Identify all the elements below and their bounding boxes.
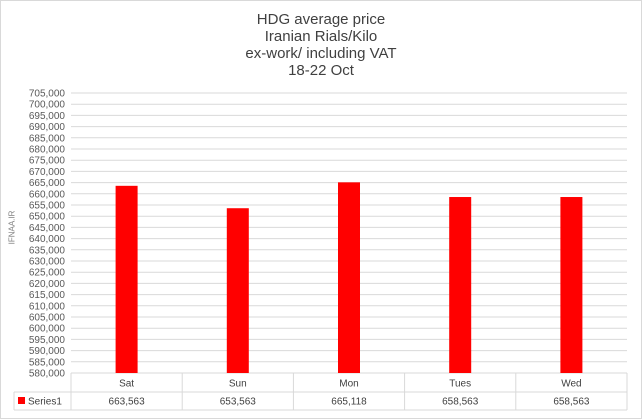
y-tick-label: 655,000: [29, 201, 66, 212]
data-table-value: 658,563: [553, 397, 590, 408]
y-tick-label: 585,000: [29, 357, 66, 368]
x-category-label: Sun: [229, 379, 247, 390]
y-tick-label: 620,000: [29, 279, 66, 290]
y-tick-label: 665,000: [29, 178, 66, 189]
y-tick-label: 610,000: [29, 301, 66, 312]
chart-title-line-1: HDG average price: [256, 11, 386, 28]
data-table-value: 658,563: [442, 397, 479, 408]
x-category-label: Sat: [119, 379, 134, 390]
data-table-value: 663,563: [109, 397, 146, 408]
x-category-label: Wed: [561, 379, 581, 390]
y-tick-label: 695,000: [29, 111, 66, 122]
y-tick-label: 595,000: [29, 335, 66, 346]
bar: [449, 197, 472, 373]
y-tick-label: 645,000: [29, 223, 66, 234]
chart-title-line-4: 18-22 Oct: [288, 62, 354, 79]
y-tick-label: 605,000: [29, 313, 66, 324]
y-tick-label: 650,000: [29, 212, 66, 223]
bar: [115, 185, 138, 373]
y-tick-label: 580,000: [29, 369, 66, 380]
bar: [226, 208, 249, 373]
y-tick-label: 685,000: [29, 133, 66, 144]
y-tick-label: 615,000: [29, 290, 66, 301]
y-tick-label: 640,000: [29, 234, 66, 245]
x-category-label: Mon: [339, 379, 358, 390]
legend-key: [18, 397, 25, 404]
bar: [338, 182, 360, 373]
data-table-value: 653,563: [220, 397, 257, 408]
data-table-value: 665,118: [331, 397, 367, 408]
legend-series-label: Series1: [28, 397, 62, 408]
y-tick-label: 680,000: [29, 145, 66, 156]
y-tick-label: 675,000: [29, 156, 66, 167]
y-tick-label: 635,000: [29, 245, 66, 256]
x-category-label: Tues: [449, 379, 471, 390]
y-tick-label: 670,000: [29, 167, 66, 178]
y-tick-label: 630,000: [29, 257, 66, 268]
y-tick-label: 625,000: [29, 268, 66, 279]
chart-title-line-3: ex-work/ including VAT: [245, 45, 397, 62]
y-tick-label: 600,000: [29, 324, 66, 335]
y-tick-label: 690,000: [29, 122, 66, 133]
chart-title-line-2: Iranian Rials/Kilo: [264, 28, 378, 45]
bar: [560, 197, 583, 373]
y-tick-label: 590,000: [29, 346, 66, 357]
y-tick-label: 660,000: [29, 189, 66, 200]
y-tick-label: 705,000: [29, 89, 66, 100]
y-tick-label: 700,000: [29, 100, 66, 111]
